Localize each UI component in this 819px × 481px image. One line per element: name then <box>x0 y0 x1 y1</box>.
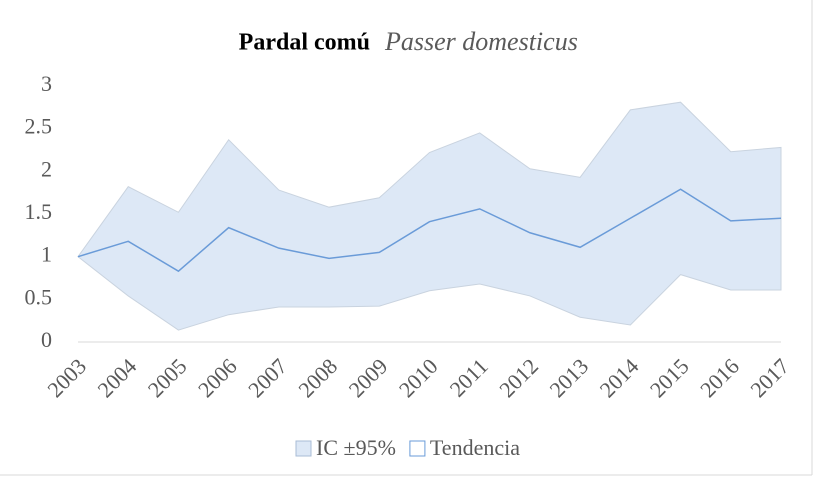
y-tick-label: 1.5 <box>25 199 53 224</box>
confidence-band <box>77 101 782 331</box>
x-tick-label: 2010 <box>394 353 443 402</box>
y-tick-label: 1 <box>41 242 52 267</box>
x-tick-label: 2012 <box>494 353 543 402</box>
x-tick-label: 2014 <box>595 353 644 402</box>
y-tick-label: 0.5 <box>25 284 53 309</box>
x-tick-label: 2009 <box>344 353 393 402</box>
x-tick-label: 2008 <box>293 353 342 402</box>
x-tick-label: 2011 <box>445 353 493 401</box>
x-tick-label: 2005 <box>143 353 192 402</box>
y-tick-label: 2.5 <box>25 114 53 139</box>
x-tick-label: 2015 <box>645 353 694 402</box>
x-tick-label: 2004 <box>93 353 142 402</box>
chart-title: Pardal comú <box>239 30 370 56</box>
trend-line <box>77 188 782 273</box>
legend-swatch <box>409 440 426 457</box>
y-tick-label: 0 <box>41 327 52 352</box>
x-tick-label: 2017 <box>745 353 794 402</box>
x-tick-label: 2013 <box>544 353 593 402</box>
y-tick-label: 2 <box>41 156 52 181</box>
x-tick-label: 2006 <box>193 353 242 402</box>
legend-label: Tendencia <box>430 435 520 460</box>
x-tick-label: 2016 <box>695 353 744 402</box>
x-tick-label: 2007 <box>243 353 292 402</box>
chart-subtitle: Passer domesticus <box>384 27 578 56</box>
legend-swatch <box>295 440 312 457</box>
legend-label: IC ±95% <box>316 435 396 460</box>
y-tick-label: 3 <box>41 71 52 96</box>
x-tick-label: 2003 <box>42 353 91 402</box>
